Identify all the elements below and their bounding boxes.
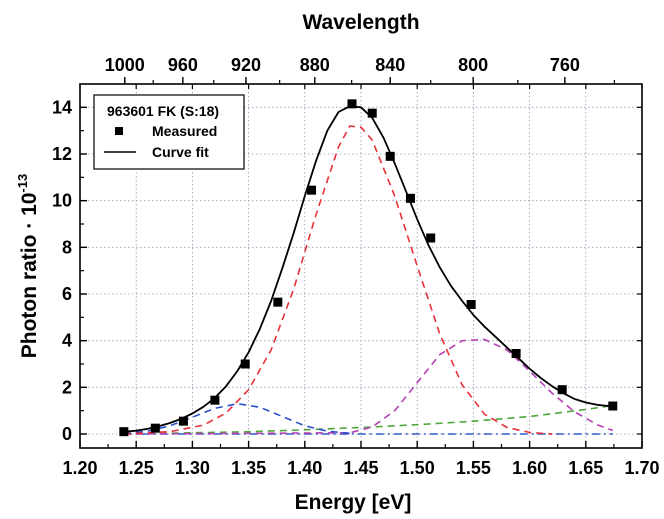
legend: 963601 FK (S:18) Measured Curve fit <box>93 94 245 170</box>
y-tick-label: 10 <box>52 191 72 211</box>
top-tick-label: 760 <box>550 55 580 75</box>
x-tick-label: 1.70 <box>624 458 659 478</box>
x-tick-label: 1.50 <box>400 458 435 478</box>
y-tick-label: 6 <box>62 284 72 304</box>
y-axis-exponent: -13 <box>15 174 30 193</box>
measured-point <box>385 151 395 161</box>
component-curve <box>123 404 613 435</box>
top-tick-label: 800 <box>458 55 488 75</box>
axes: 1.20 1.25 1.30 1.35 1.40 1.45 1.50 1.55 1.60 1.65… <box>52 55 660 478</box>
x-tick-label: 1.40 <box>287 458 322 478</box>
component-curve <box>123 125 553 435</box>
y-tick-label: 2 <box>62 377 72 397</box>
measured-point <box>119 427 129 437</box>
x-tick-label: 1.30 <box>175 458 210 478</box>
measured-point <box>557 385 567 395</box>
legend-marker-measured <box>115 127 123 135</box>
top-tick-label: 920 <box>231 55 261 75</box>
measured-point <box>150 423 160 433</box>
x-tick-label: 1.20 <box>62 458 97 478</box>
y-axis-title: Photon ratio · 10-13 <box>15 174 41 358</box>
x-axis-title: Energy [eV] <box>295 491 412 514</box>
y-axis-title-text: Photon ratio · 10 <box>18 193 41 359</box>
top-axis-title: Wavelength <box>302 11 419 34</box>
legend-label-measured: Measured <box>152 123 217 139</box>
component-curve <box>123 402 350 435</box>
curve-fit-line <box>123 105 613 433</box>
top-tick-label: 960 <box>168 55 198 75</box>
x-tick-label: 1.60 <box>512 458 547 478</box>
series-layer <box>119 99 618 437</box>
x-tick-label: 1.45 <box>343 458 378 478</box>
top-tick-label: 840 <box>375 55 405 75</box>
y-tick-label: 4 <box>62 331 72 351</box>
y-tick-label: 8 <box>62 237 72 257</box>
measured-point <box>426 233 436 243</box>
x-tick-label: 1.55 <box>456 458 491 478</box>
y-tick-label: 0 <box>62 424 72 444</box>
measured-point <box>608 401 618 411</box>
measured-point <box>210 395 220 405</box>
measured-point <box>511 349 521 358</box>
y-tick-label: 12 <box>52 144 72 164</box>
top-tick-label: 1000 <box>105 55 145 75</box>
measured-point <box>466 300 476 309</box>
legend-label-curve-fit: Curve fit <box>152 144 209 160</box>
x-tick-label: 1.25 <box>119 458 154 478</box>
measured-point <box>347 99 357 109</box>
top-tick-label: 880 <box>300 55 330 75</box>
legend-title: 963601 FK (S:18) <box>107 103 219 119</box>
measured-point <box>178 416 188 426</box>
measured-point <box>240 359 250 369</box>
measured-point <box>405 193 415 203</box>
x-tick-label: 1.35 <box>231 458 266 478</box>
y-tick-label: 14 <box>52 97 72 117</box>
measured-point <box>307 185 317 195</box>
component-curve <box>123 338 614 435</box>
x-tick-label: 1.65 <box>568 458 603 478</box>
measured-point <box>367 108 377 118</box>
measured-point <box>273 297 283 307</box>
